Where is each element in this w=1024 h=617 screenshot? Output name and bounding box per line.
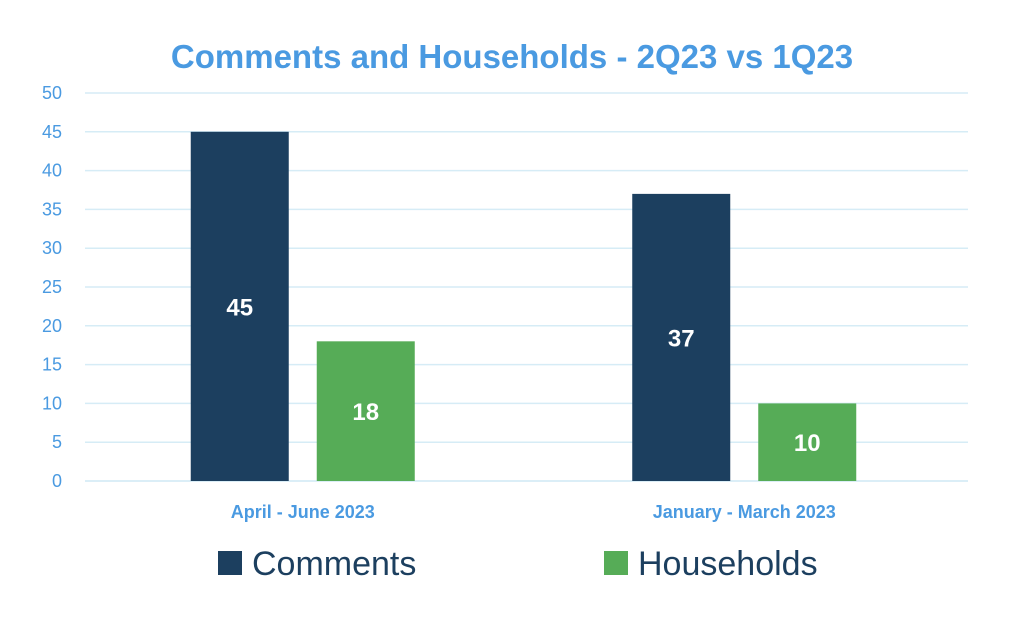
y-tick-label: 15 bbox=[42, 355, 62, 375]
chart-title: Comments and Households - 2Q23 vs 1Q23 bbox=[171, 38, 853, 75]
y-tick-label: 50 bbox=[42, 83, 62, 103]
bar-comments-0 bbox=[190, 131, 289, 482]
x-tick-label: January - March 2023 bbox=[653, 502, 836, 522]
y-tick-label: 10 bbox=[42, 393, 62, 413]
y-tick-label: 0 bbox=[52, 471, 62, 491]
y-tick-label: 40 bbox=[42, 161, 62, 181]
y-tick-label: 45 bbox=[42, 122, 62, 142]
bar-data-label: 37 bbox=[668, 325, 695, 352]
y-tick-label: 35 bbox=[42, 199, 62, 219]
y-tick-label: 20 bbox=[42, 316, 62, 336]
y-tick-label: 30 bbox=[42, 238, 62, 258]
legend-swatch-households bbox=[604, 551, 628, 575]
y-tick-label: 5 bbox=[52, 432, 62, 452]
bars: 45 18 37 10 bbox=[190, 131, 857, 482]
bar-data-label: 18 bbox=[352, 399, 379, 426]
y-tick-label: 25 bbox=[42, 277, 62, 297]
bar-households-1 bbox=[758, 403, 857, 481]
legend-label: Comments bbox=[252, 545, 416, 583]
bar-comments-1 bbox=[632, 193, 731, 481]
legend-swatch-comments bbox=[218, 551, 242, 575]
legend-label: Households bbox=[638, 545, 818, 583]
y-axis-ticks: 0 5 10 15 20 25 30 35 40 45 50 bbox=[42, 83, 62, 491]
bar-data-label: 45 bbox=[226, 294, 253, 321]
legend: Comments Households bbox=[218, 545, 818, 583]
bar-households-0 bbox=[316, 341, 415, 481]
bar-data-label: 10 bbox=[794, 430, 821, 457]
x-tick-label: April - June 2023 bbox=[231, 502, 375, 522]
x-axis-ticks: April - June 2023 January - March 2023 bbox=[231, 502, 836, 522]
